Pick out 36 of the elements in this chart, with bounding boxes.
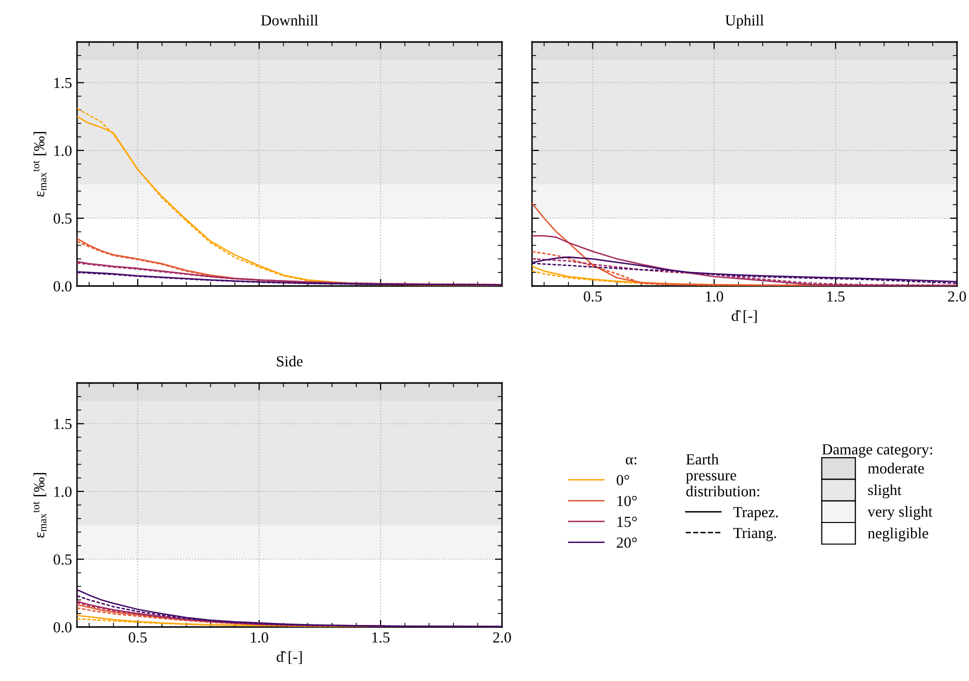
y-tick-label: 1.0 bbox=[54, 486, 72, 497]
y-tick-label: 0.0 bbox=[54, 622, 72, 633]
x-axis-title: d̂ [-] bbox=[276, 651, 302, 664]
legend-label: Trapez. bbox=[733, 507, 778, 520]
y-tick-label: 0.5 bbox=[54, 213, 72, 224]
x-tick-label: 0.5 bbox=[584, 291, 602, 302]
text: Damage category: bbox=[822, 444, 932, 458]
y-axis-title: ε$_{max}$$^{tot}$ [‰] bbox=[33, 132, 46, 197]
legend-label: 10° bbox=[617, 496, 637, 506]
x-axis-title: d̂ [-] bbox=[732, 310, 757, 323]
y-tick-label: 0.5 bbox=[54, 554, 72, 565]
y-tick-label: 0.0 bbox=[54, 281, 72, 292]
y-axis-title: ε$_{max}$$^{tot}$ [‰] bbox=[33, 473, 46, 538]
legend-label: 20° bbox=[616, 537, 637, 548]
y-tick-label: 1.5 bbox=[54, 78, 72, 88]
text: moderate bbox=[868, 462, 924, 474]
legend-label: 0° bbox=[616, 475, 630, 486]
y-tick-label: 1.5 bbox=[54, 418, 72, 430]
legend-label: Triang. bbox=[733, 528, 776, 542]
x-tick-label: 1.5 bbox=[827, 291, 845, 302]
x-tick-label: 1.0 bbox=[706, 291, 724, 302]
text: slight bbox=[868, 484, 902, 498]
x-tick-label: 1.5 bbox=[372, 632, 390, 643]
y-tick-label: 1.0 bbox=[54, 146, 72, 156]
x-tick-label: 2.0 bbox=[493, 632, 511, 643]
x-tick-label: 1.0 bbox=[250, 632, 268, 643]
x-tick-label: 0.5 bbox=[128, 632, 147, 643]
text: α: bbox=[626, 457, 636, 465]
text: negligible bbox=[868, 528, 928, 542]
legend-label: 15° bbox=[617, 516, 637, 527]
chart-title: Downhill bbox=[261, 14, 318, 26]
text: Earth pressure distribution: bbox=[686, 454, 760, 497]
x-tick-label: 2.0 bbox=[948, 291, 966, 302]
chart-title: Side bbox=[276, 356, 303, 366]
text: very slight bbox=[868, 506, 932, 520]
chart-title: Uphill bbox=[725, 14, 764, 29]
